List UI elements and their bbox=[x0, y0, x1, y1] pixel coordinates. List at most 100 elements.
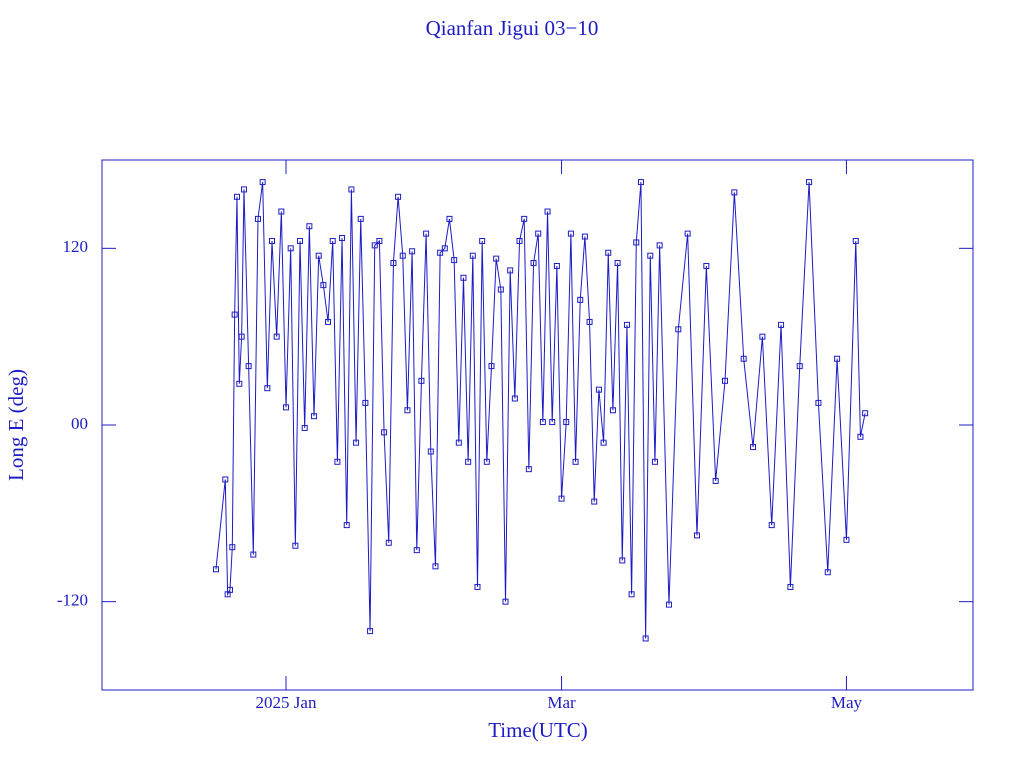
y-axis-label: Long E (deg) bbox=[4, 369, 28, 481]
data-point bbox=[852, 237, 859, 244]
data-point bbox=[815, 399, 822, 406]
data-point bbox=[236, 380, 243, 387]
data-point bbox=[238, 333, 245, 340]
data-point bbox=[703, 263, 710, 269]
data-point bbox=[329, 237, 336, 244]
data-point bbox=[647, 252, 654, 259]
data-point bbox=[530, 260, 537, 267]
data-point bbox=[320, 282, 327, 289]
data-point bbox=[413, 547, 420, 554]
data-point bbox=[250, 551, 257, 558]
data-point bbox=[633, 239, 640, 246]
x-tick-label: 2025 Jan bbox=[256, 693, 317, 712]
data-point bbox=[222, 476, 229, 483]
data-point bbox=[577, 296, 584, 303]
data-point bbox=[325, 318, 332, 325]
data-point bbox=[544, 208, 551, 215]
data-point bbox=[502, 598, 509, 605]
data-point bbox=[301, 424, 308, 431]
data-point bbox=[264, 385, 271, 392]
data-point bbox=[600, 439, 607, 446]
data-point bbox=[553, 263, 560, 269]
data-point bbox=[619, 557, 626, 564]
data-point bbox=[824, 569, 831, 576]
data-point bbox=[586, 318, 593, 325]
data-point bbox=[479, 237, 486, 244]
data-point bbox=[233, 193, 240, 200]
data-point bbox=[516, 237, 523, 244]
data-point bbox=[488, 363, 495, 370]
data-point bbox=[693, 532, 700, 539]
data-point bbox=[581, 233, 588, 240]
data-point bbox=[778, 321, 785, 328]
data-point bbox=[483, 458, 490, 465]
data-point bbox=[229, 544, 236, 551]
data-point bbox=[759, 333, 766, 340]
data-point bbox=[614, 260, 621, 267]
data-point bbox=[381, 429, 388, 436]
data-point bbox=[385, 539, 392, 546]
data-point bbox=[834, 355, 841, 362]
data-point bbox=[339, 235, 346, 242]
data-point bbox=[311, 413, 318, 420]
data-point bbox=[684, 230, 691, 237]
data-point bbox=[390, 260, 397, 267]
data-point bbox=[357, 215, 364, 222]
data-point bbox=[343, 522, 350, 529]
data-point bbox=[348, 186, 355, 193]
data-point bbox=[768, 522, 775, 529]
data-point bbox=[418, 377, 425, 384]
data-point bbox=[451, 257, 458, 264]
data-point bbox=[549, 419, 556, 426]
data-point bbox=[212, 566, 219, 573]
data-point bbox=[796, 363, 803, 370]
data-point bbox=[465, 458, 472, 465]
data-point bbox=[740, 355, 747, 362]
data-point bbox=[254, 215, 261, 222]
x-tick-label: May bbox=[831, 693, 863, 712]
data-point bbox=[409, 248, 416, 255]
data-point bbox=[376, 237, 383, 244]
data-point bbox=[651, 458, 658, 465]
data-point bbox=[306, 223, 313, 230]
y-tick-label: -120 bbox=[57, 591, 88, 610]
data-point bbox=[455, 439, 462, 446]
data-point bbox=[493, 255, 500, 262]
data-point bbox=[273, 333, 280, 340]
data-point bbox=[226, 586, 233, 593]
data-point bbox=[371, 242, 378, 249]
data-point bbox=[497, 286, 504, 293]
data-point bbox=[521, 215, 528, 222]
data-point bbox=[441, 245, 448, 252]
data-point bbox=[712, 477, 719, 484]
data-point bbox=[259, 179, 266, 186]
data-point bbox=[567, 230, 574, 237]
data-point bbox=[362, 399, 369, 406]
data-point bbox=[605, 249, 612, 256]
data-point bbox=[591, 498, 598, 505]
data-point bbox=[857, 433, 864, 440]
data-point bbox=[437, 249, 444, 256]
data-point bbox=[469, 252, 476, 259]
data-point bbox=[656, 242, 663, 249]
data-point bbox=[353, 439, 360, 446]
data-point bbox=[297, 237, 304, 244]
data-point bbox=[595, 386, 602, 393]
data-point bbox=[283, 404, 290, 411]
data-point bbox=[507, 267, 514, 274]
data-point bbox=[287, 245, 294, 252]
data-point bbox=[862, 410, 869, 417]
data-point bbox=[609, 407, 616, 414]
data-point bbox=[427, 448, 434, 455]
data-point bbox=[665, 601, 672, 608]
data-point bbox=[806, 179, 813, 186]
data-point bbox=[628, 591, 635, 598]
data-point bbox=[623, 321, 630, 328]
data-point bbox=[675, 326, 682, 333]
data-point bbox=[843, 536, 850, 543]
data-point bbox=[404, 407, 411, 414]
data-point bbox=[446, 215, 453, 222]
data-point bbox=[399, 252, 406, 259]
data-point bbox=[432, 563, 439, 570]
plot-area bbox=[212, 179, 869, 642]
